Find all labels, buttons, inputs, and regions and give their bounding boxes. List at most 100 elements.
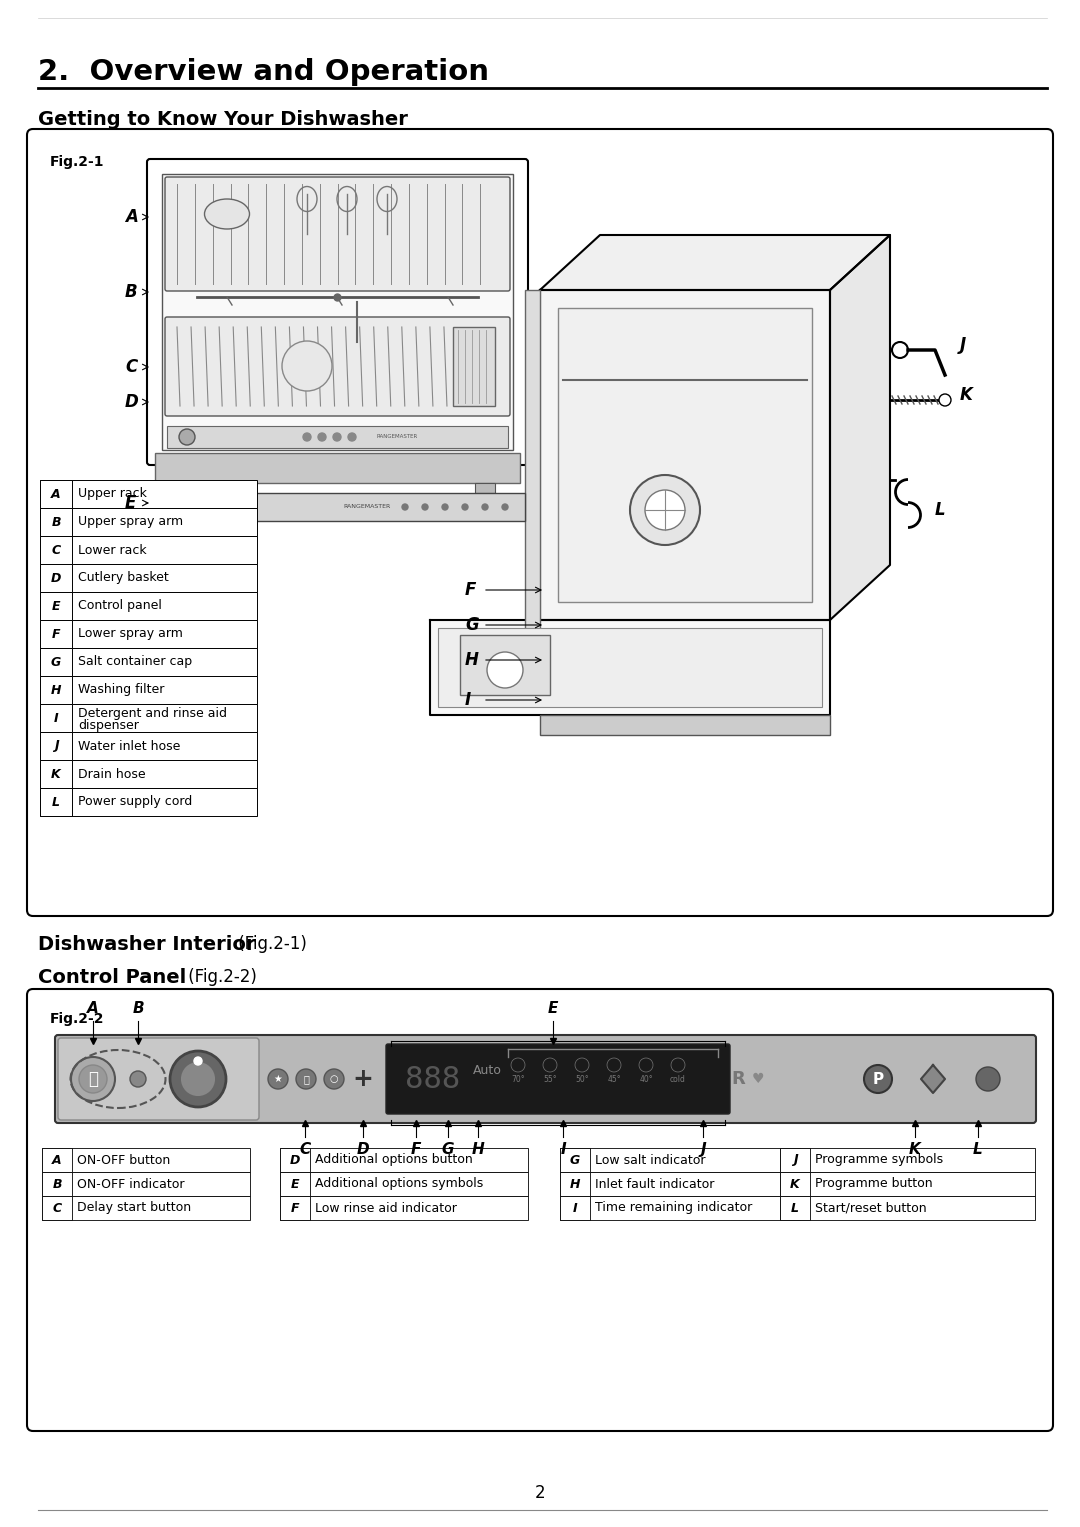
Circle shape	[179, 429, 195, 444]
Circle shape	[194, 1057, 202, 1064]
Text: E: E	[52, 600, 60, 612]
Text: F: F	[52, 628, 60, 640]
Text: Dishwasher Interior: Dishwasher Interior	[38, 935, 256, 954]
Text: Cutlery basket: Cutlery basket	[78, 571, 168, 585]
Circle shape	[324, 1069, 345, 1089]
Text: H: H	[570, 1177, 580, 1191]
Text: L: L	[52, 796, 60, 808]
Text: ON-OFF indicator: ON-OFF indicator	[77, 1177, 185, 1191]
Text: J: J	[793, 1153, 797, 1167]
Bar	[453, 327, 495, 406]
Polygon shape	[921, 1064, 945, 1093]
Bar	[561, 1173, 800, 1196]
Text: K: K	[909, 1142, 921, 1157]
Circle shape	[402, 504, 408, 510]
Bar	[40, 704, 72, 731]
Text: Control Panel: Control Panel	[38, 968, 186, 986]
Bar	[40, 479, 72, 508]
Bar	[780, 1196, 1035, 1220]
Bar	[525, 290, 540, 640]
Text: ○: ○	[329, 1073, 338, 1084]
Text: 888: 888	[405, 1064, 460, 1093]
Text: ⏻: ⏻	[87, 1070, 98, 1089]
Text: Inlet fault indicator: Inlet fault indicator	[595, 1177, 714, 1191]
Text: D: D	[289, 1153, 300, 1167]
Text: F: F	[291, 1202, 299, 1214]
Text: G: G	[570, 1153, 580, 1167]
Bar	[42, 1173, 72, 1196]
FancyBboxPatch shape	[165, 318, 510, 415]
Text: D: D	[356, 1142, 369, 1157]
Bar	[280, 1173, 310, 1196]
Text: F: F	[410, 1142, 421, 1157]
Bar	[40, 592, 72, 620]
Bar	[40, 647, 257, 676]
Text: B: B	[125, 282, 137, 301]
Text: E: E	[291, 1177, 299, 1191]
Text: C: C	[53, 1202, 62, 1214]
Polygon shape	[540, 290, 831, 620]
Text: G: G	[51, 655, 62, 669]
Text: I: I	[572, 1202, 578, 1214]
FancyBboxPatch shape	[165, 177, 510, 292]
Circle shape	[462, 504, 468, 510]
Bar	[162, 174, 513, 450]
Bar	[280, 1173, 528, 1196]
Bar	[280, 1196, 528, 1220]
Text: 55°: 55°	[543, 1075, 557, 1084]
Bar	[40, 536, 257, 563]
Text: A: A	[51, 487, 60, 501]
Text: cold: cold	[670, 1075, 686, 1084]
Text: Fig.2-1: Fig.2-1	[50, 156, 105, 169]
FancyBboxPatch shape	[27, 989, 1053, 1431]
Bar	[40, 788, 257, 815]
Circle shape	[79, 1064, 107, 1093]
FancyBboxPatch shape	[386, 1044, 730, 1115]
Text: Lower rack: Lower rack	[78, 544, 147, 556]
Text: C: C	[52, 544, 60, 556]
Text: B: B	[52, 1177, 62, 1191]
Bar	[780, 1173, 1035, 1196]
Bar	[40, 760, 72, 788]
Text: K: K	[791, 1177, 800, 1191]
Circle shape	[186, 501, 198, 513]
Circle shape	[268, 1069, 288, 1089]
Text: 50°: 50°	[576, 1075, 589, 1084]
Bar	[40, 704, 257, 731]
Bar	[40, 536, 72, 563]
Text: L: L	[791, 1202, 799, 1214]
Text: I: I	[561, 1142, 566, 1157]
Text: Water inlet hose: Water inlet hose	[78, 739, 180, 753]
Circle shape	[422, 504, 428, 510]
Bar	[42, 1148, 249, 1173]
Bar	[561, 1196, 590, 1220]
Text: ⌛: ⌛	[303, 1073, 309, 1084]
Bar	[460, 635, 550, 695]
Text: (Fig.2-1): (Fig.2-1)	[233, 935, 307, 953]
Text: Start/reset button: Start/reset button	[815, 1202, 927, 1214]
Text: RANGEMASTER: RANGEMASTER	[343, 504, 391, 510]
Bar	[40, 788, 72, 815]
Text: Low salt indicator: Low salt indicator	[595, 1153, 705, 1167]
Text: Getting to Know Your Dishwasher: Getting to Know Your Dishwasher	[38, 110, 408, 128]
Text: A: A	[125, 208, 138, 226]
Polygon shape	[540, 235, 890, 290]
Bar	[780, 1173, 810, 1196]
Text: B: B	[51, 516, 60, 528]
Bar	[42, 1196, 72, 1220]
Bar	[780, 1196, 810, 1220]
Bar	[40, 508, 72, 536]
Text: Upper rack: Upper rack	[78, 487, 147, 501]
Bar	[40, 563, 257, 592]
Circle shape	[296, 1069, 316, 1089]
Text: Lower spray arm: Lower spray arm	[78, 628, 183, 640]
Circle shape	[630, 475, 700, 545]
Text: A: A	[87, 1002, 99, 1015]
Text: Detergent and rinse aid: Detergent and rinse aid	[78, 707, 227, 719]
Bar	[42, 1148, 72, 1173]
Text: Control panel: Control panel	[78, 600, 162, 612]
Text: 70°: 70°	[511, 1075, 525, 1084]
Text: Upper spray arm: Upper spray arm	[78, 516, 184, 528]
Bar	[780, 1148, 810, 1173]
Text: E: E	[125, 495, 136, 512]
